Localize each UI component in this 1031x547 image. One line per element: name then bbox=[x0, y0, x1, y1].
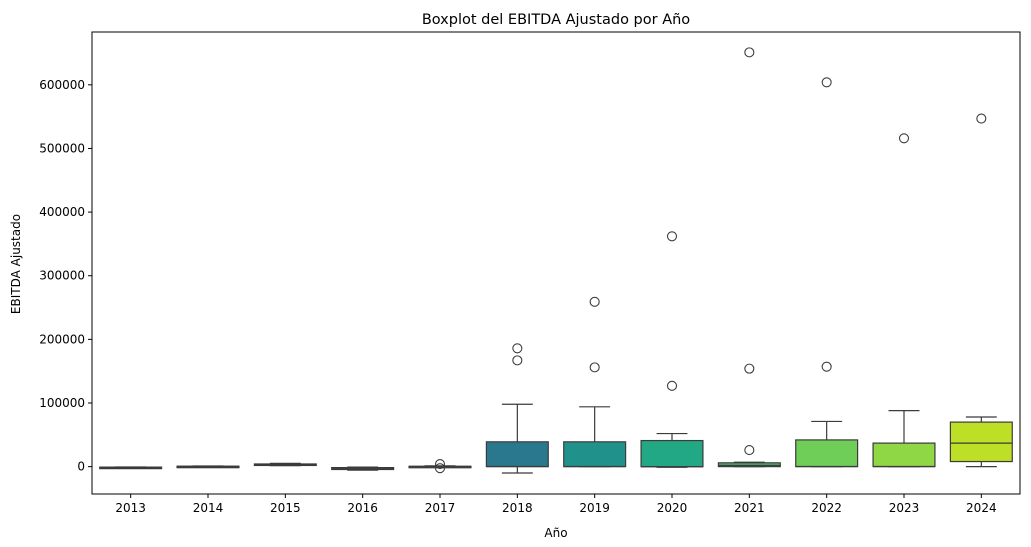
box-2016 bbox=[331, 466, 395, 471]
outlier-point bbox=[512, 355, 523, 366]
x-tick-label: 2021 bbox=[734, 501, 765, 515]
box-2018 bbox=[485, 343, 549, 474]
outlier-point bbox=[666, 231, 678, 242]
outlier-point bbox=[744, 445, 755, 456]
outlier-point bbox=[589, 362, 600, 373]
x-tick-label: 2019 bbox=[579, 501, 610, 515]
x-tick-label: 2014 bbox=[193, 501, 224, 515]
x-tick-label: 2013 bbox=[115, 501, 146, 515]
y-tick-label: 500000 bbox=[39, 141, 85, 155]
y-tick-label: 0 bbox=[77, 460, 85, 474]
x-tick-label: 2017 bbox=[425, 501, 456, 515]
box-body bbox=[485, 441, 549, 468]
y-tick-label: 100000 bbox=[39, 396, 85, 410]
y-tick-label: 600000 bbox=[39, 78, 85, 92]
outlier-point bbox=[666, 380, 678, 391]
y-tick-label: 400000 bbox=[39, 205, 85, 219]
box-body bbox=[640, 439, 704, 468]
y-axis-label: EBITDA Ajustado bbox=[9, 214, 23, 314]
outlier-point bbox=[821, 361, 832, 372]
x-tick-label: 2023 bbox=[889, 501, 920, 515]
outlier-point bbox=[821, 77, 832, 88]
box-2015 bbox=[253, 462, 317, 467]
box-2013 bbox=[99, 466, 163, 470]
box-2014 bbox=[176, 465, 240, 469]
outlier-point bbox=[434, 463, 446, 474]
box-body bbox=[795, 439, 859, 468]
x-tick-label: 2022 bbox=[811, 501, 842, 515]
x-tick-label: 2018 bbox=[502, 501, 533, 515]
outlier-point bbox=[434, 459, 446, 470]
x-tick-label: 2020 bbox=[657, 501, 688, 515]
y-axis: 0 100000 200000 300000 400000 500000 600000 bbox=[39, 78, 92, 474]
box-2017 bbox=[408, 459, 472, 474]
box-body bbox=[949, 421, 1013, 463]
box-body bbox=[563, 441, 627, 468]
box-2020 bbox=[640, 231, 704, 468]
box-2024 bbox=[949, 113, 1013, 468]
outlier-point bbox=[976, 113, 987, 124]
x-tick-label: 2015 bbox=[270, 501, 301, 515]
outlier-point bbox=[589, 296, 600, 307]
outlier-point bbox=[744, 363, 755, 374]
box-body bbox=[717, 462, 781, 468]
x-axis-label: Año bbox=[544, 526, 567, 540]
plot-frame bbox=[91, 31, 1021, 495]
outlier-point bbox=[898, 133, 910, 144]
box-2021 bbox=[717, 47, 781, 468]
outlier-point bbox=[744, 47, 755, 58]
box-2023 bbox=[872, 133, 936, 468]
y-tick-label: 300000 bbox=[39, 269, 85, 283]
boxes-group bbox=[99, 47, 1013, 474]
chart-title: Boxplot del EBITDA Ajustado por Año bbox=[422, 12, 690, 28]
x-axis: 2013 2014 2015 2016 2017 2018 2019 2020 2021 2022… bbox=[115, 494, 997, 515]
x-tick-label: 2024 bbox=[966, 501, 997, 515]
box-2019 bbox=[563, 296, 627, 468]
y-tick-label: 200000 bbox=[39, 332, 85, 346]
box-body bbox=[872, 442, 936, 468]
x-tick-label: 2016 bbox=[347, 501, 378, 515]
outlier-point bbox=[512, 343, 523, 354]
box-2022 bbox=[795, 77, 859, 468]
